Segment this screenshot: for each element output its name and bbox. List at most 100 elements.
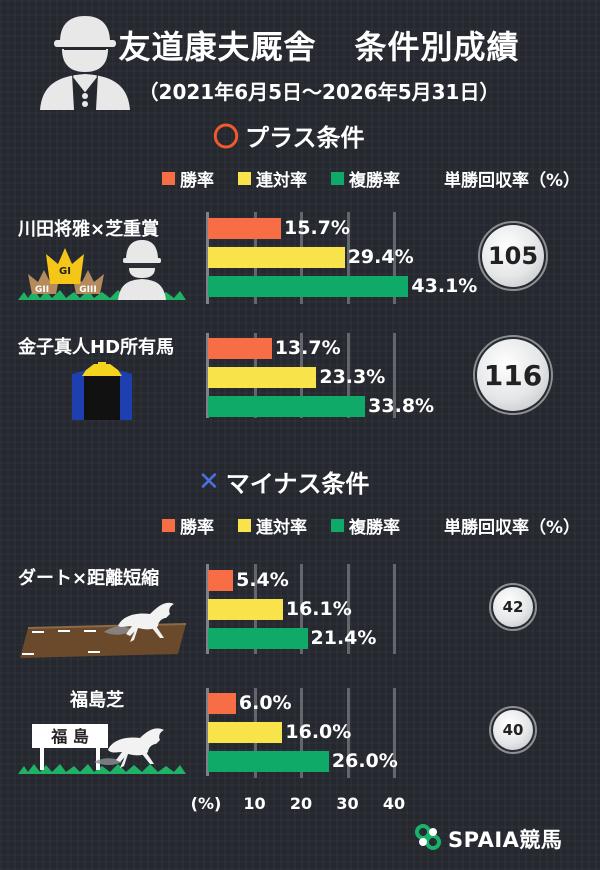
horse-icon: [108, 728, 164, 768]
recovery-medal-1: 105: [482, 225, 544, 287]
gridline-20-4: [300, 688, 303, 778]
bar-win-4: [208, 693, 236, 714]
recovery-medal-3: 42: [493, 587, 533, 627]
x-tick-20: 20: [289, 794, 313, 813]
legend-plus: 勝率 連対率 複勝率: [162, 166, 424, 191]
dirt-sprint-illustration: [20, 602, 186, 658]
recovery-medal-4: 40: [493, 710, 533, 750]
minus-section-title: ✕ マイナス条件: [198, 464, 369, 499]
legend-item-top2: 連対率: [238, 166, 307, 191]
legend-label-win: 勝率: [180, 171, 214, 191]
crown-icon: [28, 248, 104, 294]
brand-name: SPAIA競馬: [448, 828, 563, 852]
spaia-logo-icon: [415, 824, 441, 850]
gridline-30-2: [346, 333, 350, 418]
jockey-icon: [118, 240, 166, 300]
axis-baseline-3: [206, 564, 209, 654]
title-right: 条件別成績: [354, 28, 520, 66]
g3-text: GIII: [79, 285, 96, 295]
chart-title: 友道康夫厩舎 条件別成績: [0, 22, 600, 68]
racecourse-sign-text: 福 島: [50, 727, 89, 746]
recovery-medal-ring-4: [489, 706, 537, 754]
racecourse-sign: [32, 724, 108, 748]
bar-top2-3: [208, 599, 283, 620]
axis-unit: (%): [190, 794, 222, 813]
bar-top3-4: [208, 751, 329, 772]
bar-win-3: [208, 570, 234, 591]
gridline-20-3: [300, 564, 303, 654]
bar-win-1: [208, 218, 281, 239]
x-tick-40: 40: [382, 794, 406, 813]
bar-label-win-1: 15.7%: [284, 217, 350, 239]
title-left: 友道康夫厩舎: [118, 28, 317, 66]
bar-top3-2: [208, 396, 366, 417]
bar-label-top3-1: 43.1%: [411, 275, 478, 297]
recovery-medal-ring-3: [489, 583, 537, 631]
bar-label-win-3: 5.4%: [236, 569, 289, 591]
gridline-40-3: [393, 564, 396, 654]
x-tick-30: 30: [336, 794, 359, 813]
legend-label-win: 勝率: [180, 518, 214, 538]
horse-icon: [118, 602, 174, 642]
group-label-3: ダート×距離短縮: [18, 568, 160, 589]
legend-label-top2: 連対率: [256, 171, 307, 191]
g2-text: GII: [35, 285, 49, 295]
bar-label-top3-2: 33.8%: [368, 395, 435, 417]
bar-win-2: [208, 338, 272, 359]
bar-label-top3-4: 26.0%: [331, 750, 398, 772]
owner-silks-icon: [72, 362, 132, 420]
gridline-40-2: [393, 333, 396, 418]
legend-swatch-top3: [331, 519, 344, 532]
bar-label-top3-3: 21.4%: [310, 627, 377, 649]
trainer-icon: [40, 16, 130, 110]
group-label-1: 川田将雅×芝重賞: [18, 219, 160, 240]
x-tick-10: 10: [243, 794, 266, 813]
legend-swatch-top3: [331, 172, 344, 185]
gridline-30-1: [346, 212, 350, 304]
gridline-30-4: [346, 688, 350, 778]
recovery-header-minus: 単勝回収率（%）: [444, 518, 581, 538]
legend-swatch-win: [162, 519, 175, 532]
plus-section-label: プラス条件: [245, 124, 365, 152]
legend-label-top2: 連対率: [256, 518, 307, 538]
legend-label-top3: 複勝率: [349, 171, 400, 191]
bar-label-win-2: 13.7%: [274, 337, 341, 359]
period-subtitle: （2021年6月5日～2026年5月31日）: [138, 80, 500, 104]
bar-label-win-4: 6.0%: [238, 692, 292, 714]
bar-label-top2-4: 16.0%: [285, 721, 352, 743]
bar-top2-4: [208, 722, 283, 743]
recovery-medal-ring-1: [478, 221, 548, 291]
fukushima-illustration: 福 島: [18, 724, 186, 774]
recovery-medal-2: 116: [477, 339, 549, 411]
gridline-40-4: [393, 688, 396, 778]
cross-icon: ✕: [198, 466, 220, 497]
g1-text: GI: [59, 266, 71, 277]
legend-swatch-top2: [238, 172, 251, 185]
plus-section-title: 〇 プラス条件: [213, 117, 365, 154]
legend-label-top3: 複勝率: [349, 518, 400, 538]
legend-item-top2: 連対率: [238, 513, 307, 538]
gridline-30-3: [346, 564, 350, 654]
bar-label-top2-1: 29.4%: [347, 246, 414, 268]
legend-item-top3: 複勝率: [331, 166, 400, 191]
group-label-4: 福島芝: [70, 690, 124, 711]
bar-top3-3: [208, 628, 308, 649]
bar-label-top2-3: 16.1%: [285, 598, 352, 620]
legend-minus: 勝率 連対率 複勝率: [162, 513, 424, 538]
axis-baseline-1: [206, 212, 209, 304]
legend-item-win: 勝率: [162, 513, 214, 538]
axis-baseline-4: [206, 688, 209, 776]
bar-top3-1: [208, 276, 409, 297]
legend-swatch-win: [162, 172, 175, 185]
circle-icon: 〇: [213, 123, 240, 153]
bar-label-top2-2: 23.3%: [319, 366, 386, 388]
legend-item-win: 勝率: [162, 166, 214, 191]
gridline-40-1: [393, 212, 396, 304]
grade-race-illustration: GI GII GIII: [18, 240, 186, 300]
legend-item-top3: 複勝率: [331, 513, 400, 538]
bar-top2-1: [208, 247, 345, 268]
minus-section-label: マイナス条件: [225, 470, 370, 498]
legend-swatch-top2: [238, 519, 251, 532]
group-label-2: 金子真人HD所有馬: [18, 337, 175, 358]
